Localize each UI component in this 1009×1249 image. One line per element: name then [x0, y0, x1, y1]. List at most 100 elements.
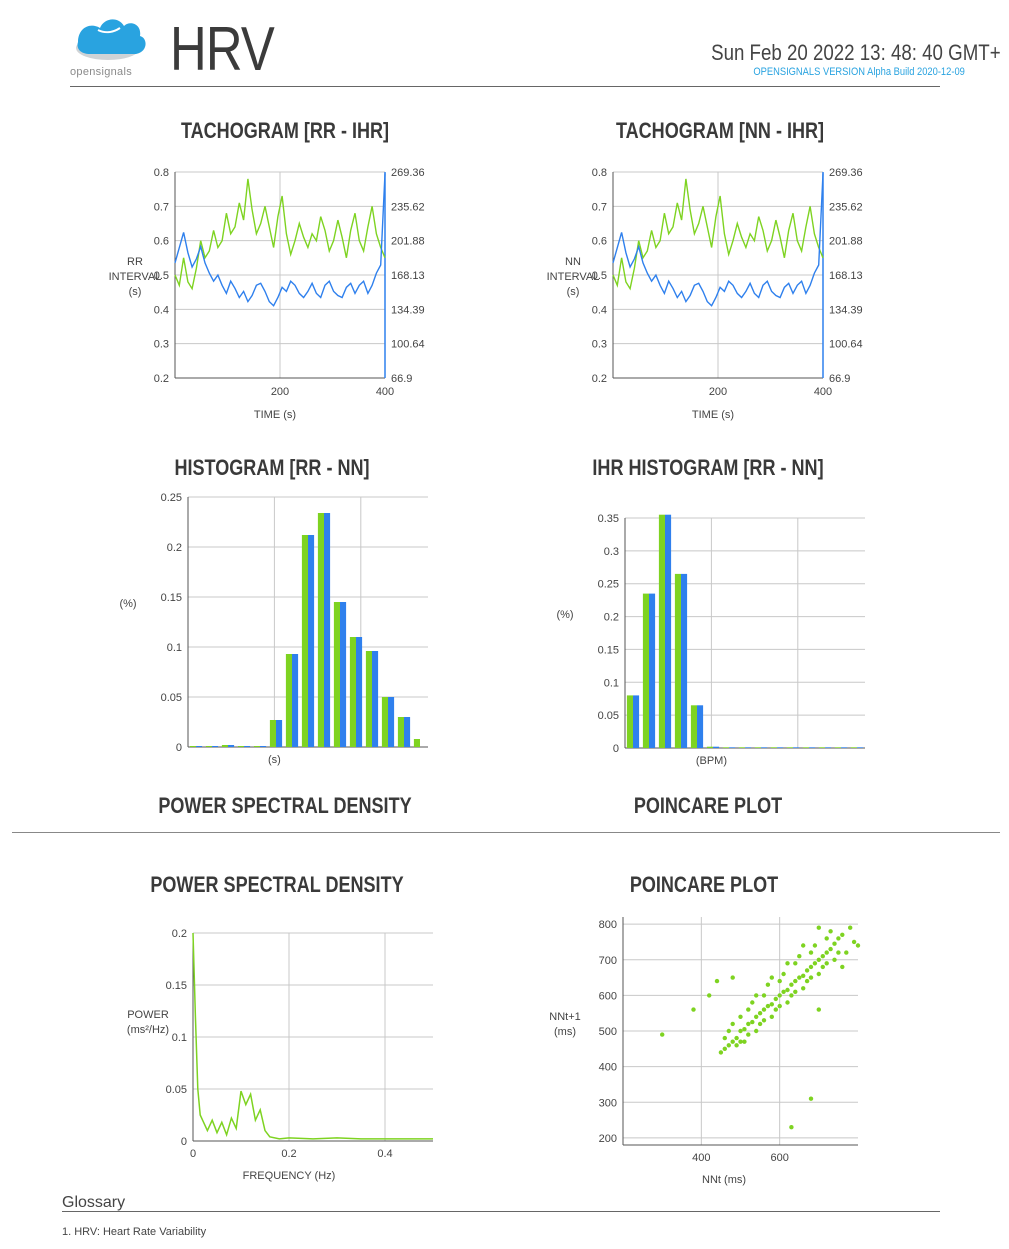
- histogram-bar-nn: [196, 746, 203, 747]
- histogram-bar-rr: [770, 747, 777, 748]
- scatter-point: [746, 1021, 751, 1027]
- series-line-right: [612, 173, 824, 307]
- histogram-bar-nn: [276, 720, 283, 747]
- histogram-chart: 0 0.05 0.1 0.15 0.2 0.25 (%) (s): [119, 492, 428, 766]
- scatter-point: [660, 1032, 665, 1037]
- scatter-point: [816, 957, 821, 962]
- scatter-point: [722, 1046, 727, 1051]
- tick-label: 0.8: [592, 167, 607, 179]
- histogram-bar-nn: [308, 535, 315, 747]
- histogram-bar-nn: [633, 695, 640, 748]
- chart-title-poincare-repeat: POINCARE PLOT: [633, 793, 783, 818]
- histogram-bar-rr: [237, 746, 244, 747]
- scatter-point: [840, 964, 845, 970]
- chart-title-psd: POWER SPECTRAL DENSITY: [150, 872, 404, 897]
- scatter-point: [738, 1039, 743, 1044]
- tick-label: 0.6: [154, 236, 169, 248]
- tick-label: 300: [599, 1097, 617, 1109]
- scatter-point: [750, 1019, 755, 1025]
- scatter-point: [824, 961, 829, 966]
- tick-label: 0.2: [172, 928, 187, 940]
- scatter-point: [789, 993, 794, 998]
- histogram-bar-nn: [857, 747, 864, 748]
- scatter-point: [765, 982, 771, 987]
- y-axis-label: NN: [565, 256, 581, 268]
- scatter-point: [793, 989, 798, 994]
- tick-label: 235.62: [391, 201, 425, 213]
- scatter-point: [734, 1043, 739, 1048]
- x-axis-label: NNt (ms): [702, 1174, 746, 1186]
- tick-label: 0.2: [604, 612, 619, 624]
- tick-label: 134.39: [391, 304, 425, 316]
- scatter-point: [769, 1002, 774, 1007]
- tick-label: 201.88: [391, 236, 425, 248]
- scatter-point: [742, 1027, 747, 1032]
- report-datetime: Sun Feb 20 2022 13: 48: 40 GMT+: [711, 40, 1001, 65]
- histogram-bar-nn: [340, 602, 347, 747]
- tick-label: 400: [599, 1062, 617, 1074]
- tick-label: 0.1: [172, 1032, 187, 1044]
- tick-label: 0.3: [592, 339, 607, 351]
- tick-label: 0.2: [154, 373, 169, 385]
- tick-label: 0.2: [167, 542, 182, 554]
- histogram-bar-nn: [777, 747, 784, 748]
- chart-title-poincare: POINCARE PLOT: [629, 872, 779, 897]
- x-axis-label: (s): [268, 754, 281, 766]
- y-axis-label: INTERVAL: [547, 271, 600, 283]
- tick-label: 0.5: [592, 270, 607, 282]
- histogram-bar-rr: [850, 747, 857, 748]
- series-line-left: [174, 178, 386, 291]
- histogram-bar-rr: [381, 697, 388, 747]
- page-break-divider: [12, 832, 1000, 833]
- tachogram-rr-chart: 0.2 0.3 0.4 0.5 0.6 0.7 0.8 66.9 100.64 134.39 168…: [109, 167, 425, 421]
- tick-label: 0.4: [377, 1148, 392, 1160]
- scatter-point: [793, 961, 798, 966]
- scatter-point: [761, 1018, 767, 1023]
- tick-label: 0.8: [154, 167, 169, 179]
- tick-label: 0.15: [161, 592, 182, 604]
- histogram-bar-rr: [674, 573, 681, 748]
- chart-title-histogram: HISTOGRAM [RR - NN]: [174, 455, 370, 480]
- tick-label: 0.6: [592, 236, 607, 248]
- tick-label: 0.1: [604, 677, 619, 689]
- scatter-point: [777, 1003, 782, 1009]
- tick-label: 0.05: [598, 710, 619, 722]
- scatter-point: [793, 978, 798, 984]
- tick-label: 0.2: [592, 373, 607, 385]
- histogram-bar-nn: [372, 651, 379, 747]
- scatter-point: [812, 961, 818, 966]
- tick-label: 0: [190, 1148, 196, 1160]
- tick-label: 600: [599, 990, 617, 1002]
- scatter-point: [769, 1014, 774, 1019]
- histogram-bar-nn: [761, 747, 768, 748]
- scatter-point: [812, 943, 818, 948]
- scatter-point: [789, 1125, 794, 1130]
- tick-label: 0.4: [154, 304, 169, 316]
- tick-label: 269.36: [829, 167, 863, 179]
- scatter-point: [785, 987, 790, 993]
- histogram-bar-nn: [244, 746, 251, 747]
- scatter-point: [851, 939, 857, 945]
- y-axis-label: (ms): [554, 1026, 576, 1038]
- tick-label: 0.05: [161, 692, 182, 704]
- tick-label: 235.62: [829, 201, 863, 213]
- tick-label: 66.9: [829, 373, 850, 385]
- histogram-bar-rr: [834, 747, 841, 748]
- histogram-bar-rr: [706, 746, 713, 748]
- scatter-point: [820, 954, 825, 959]
- histogram-bar-nn: [697, 705, 704, 748]
- histogram-bar-nn: [404, 717, 411, 747]
- scatter-point: [738, 1014, 743, 1019]
- chart-title-ihr-histogram: IHR HISTOGRAM [RR - NN]: [592, 455, 824, 480]
- glossary-divider: [62, 1211, 940, 1212]
- tick-label: 0.1: [167, 642, 182, 654]
- tick-label: 0.15: [166, 980, 187, 992]
- scatter-point: [746, 1032, 751, 1037]
- scatter-point: [836, 950, 841, 955]
- scatter-point: [828, 946, 833, 952]
- version-info: OPENSIGNALS VERSION Alpha Build 2020-12-…: [753, 66, 965, 78]
- tick-label: 0: [176, 742, 182, 754]
- scatter-point: [746, 1007, 751, 1012]
- scatter-point: [816, 925, 821, 930]
- scatter-point: [855, 943, 861, 948]
